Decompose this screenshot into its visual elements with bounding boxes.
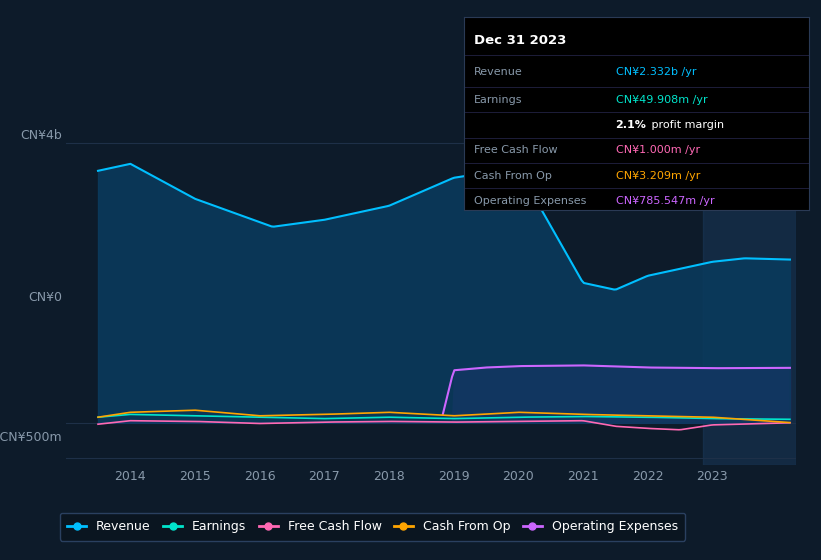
Text: profit margin: profit margin xyxy=(649,120,724,130)
Text: Revenue: Revenue xyxy=(475,67,523,77)
Text: Operating Expenses: Operating Expenses xyxy=(475,196,586,206)
Text: 2.1%: 2.1% xyxy=(616,120,646,130)
Text: CN¥2.332b /yr: CN¥2.332b /yr xyxy=(616,67,696,77)
Text: CN¥49.908m /yr: CN¥49.908m /yr xyxy=(616,95,707,105)
Text: Earnings: Earnings xyxy=(475,95,523,105)
Text: -CN¥500m: -CN¥500m xyxy=(0,431,62,444)
Text: CN¥3.209m /yr: CN¥3.209m /yr xyxy=(616,171,700,181)
Bar xyxy=(703,129,796,465)
Text: Free Cash Flow: Free Cash Flow xyxy=(475,146,557,156)
Text: CN¥785.547m /yr: CN¥785.547m /yr xyxy=(616,196,714,206)
Text: CN¥0: CN¥0 xyxy=(28,291,62,304)
Text: CN¥4b: CN¥4b xyxy=(21,129,62,142)
Legend: Revenue, Earnings, Free Cash Flow, Cash From Op, Operating Expenses: Revenue, Earnings, Free Cash Flow, Cash … xyxy=(60,513,686,541)
Text: Cash From Op: Cash From Op xyxy=(475,171,552,181)
Text: Dec 31 2023: Dec 31 2023 xyxy=(475,34,566,47)
Text: CN¥1.000m /yr: CN¥1.000m /yr xyxy=(616,146,699,156)
